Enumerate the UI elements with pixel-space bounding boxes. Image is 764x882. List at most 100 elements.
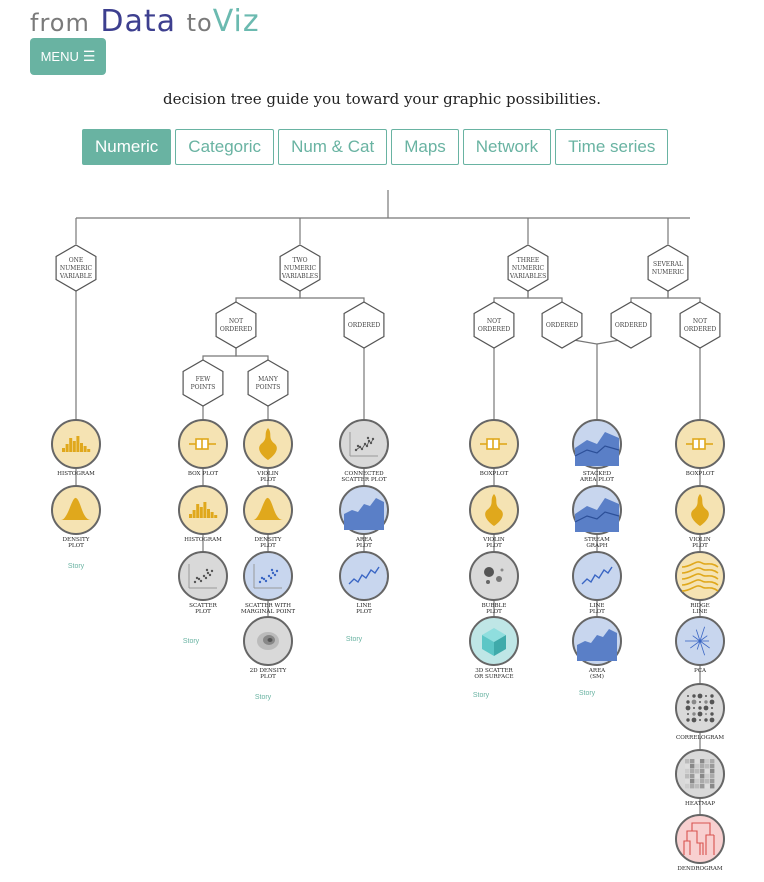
tab-categoric[interactable]: Categoric [175,129,275,165]
chart-node[interactable]: BOXPLOT [675,419,725,477]
tree-link [299,290,365,303]
chart-label: AREA [588,668,606,674]
chart-label: PLOT [486,543,502,549]
chart-node[interactable]: HISTOGRAM [51,419,101,477]
story-link[interactable]: Story [255,694,272,701]
story-link[interactable]: Story [68,563,85,570]
chart-label: BOX PLOT [188,471,219,477]
chart-node[interactable]: PCA [675,616,725,674]
boxplot-icon [686,438,713,450]
chart-label: HEATMAP [685,801,715,807]
menu-button[interactable]: MENU ☰ [30,38,106,75]
chart-node[interactable]: HISTOGRAM [178,485,228,543]
correlogram-icon [685,693,715,723]
question-label: NUMERIC [652,269,685,276]
story-link[interactable]: Story [183,638,200,645]
chart-node[interactable]: AREA(SM) [572,616,622,680]
line-icon [581,566,613,585]
violin-icon [259,428,277,460]
question-label: VARIABLE [59,273,92,280]
histogram-icon [189,502,218,518]
bubble-icon [484,567,504,584]
story-link[interactable]: Story [473,692,490,699]
chart-node[interactable]: BOX PLOT [178,419,228,477]
area-icon [344,498,384,530]
chart-node[interactable]: DENDROGRAM [675,814,725,872]
chart-label: LINE [357,603,372,609]
site-logo[interactable]: from Data toViz [30,2,260,43]
tree-link [630,290,669,303]
streamgraph-icon [574,498,620,532]
chart-label: GRAPH [586,543,607,549]
chart-label: DENSITY [63,537,90,543]
chart-node[interactable]: HEATMAP [675,749,725,807]
stacked-area-icon [574,432,620,466]
tab-network[interactable]: Network [462,129,552,165]
tab-maps[interactable]: Maps [391,129,459,165]
question-label: NUMERIC [284,265,317,272]
question-label: VARIABLES [281,273,318,280]
tab-time-series[interactable]: Time series [555,129,669,165]
density-icon [61,497,91,520]
question-label: NOT [229,318,243,325]
question-label: MANY [258,376,279,383]
chart-label: SCATTER [189,603,217,609]
chart-label: CONNECTED [344,471,384,477]
question-label: NOT [693,318,707,325]
logo-word-data: Data [100,4,177,39]
tree-link [493,290,529,303]
tree-link [561,337,598,420]
story-link[interactable]: Story [579,690,596,697]
question-label: SEVERAL [653,261,683,268]
tree-link [527,290,563,303]
tree-link [235,348,269,361]
line-icon [348,566,380,585]
chart-label: PLOT [356,543,372,549]
question-label: NUMERIC [512,265,545,272]
chart-label: DENSITY [255,537,282,543]
chart-label: PLOT [260,543,276,549]
chart-label: SCATTER PLOT [341,477,387,483]
chart-node[interactable]: BOXPLOT [469,419,519,477]
chart-node[interactable]: CORRELOGRAM [675,683,725,741]
pca-icon [685,626,710,656]
boxplot-icon [480,438,507,450]
question-label: POINTS [191,384,216,391]
chart-label: PLOT [486,609,502,615]
chart-label: PCA [694,668,707,674]
tab-num-cat[interactable]: Num & Cat [278,129,388,165]
question-label: ORDERED [348,322,381,329]
question-label: ORDERED [478,326,511,333]
chart-label: VIOLIN [256,471,279,477]
chart-label: HISTOGRAM [57,471,95,477]
boxplot-icon [189,438,216,450]
chart-label: PLOT [589,609,605,615]
story-link[interactable]: Story [346,636,363,643]
question-label: POINTS [256,384,281,391]
density2d-icon [257,632,279,650]
tab-numeric[interactable]: Numeric [82,129,172,165]
chart-label: STACKED [583,471,612,477]
